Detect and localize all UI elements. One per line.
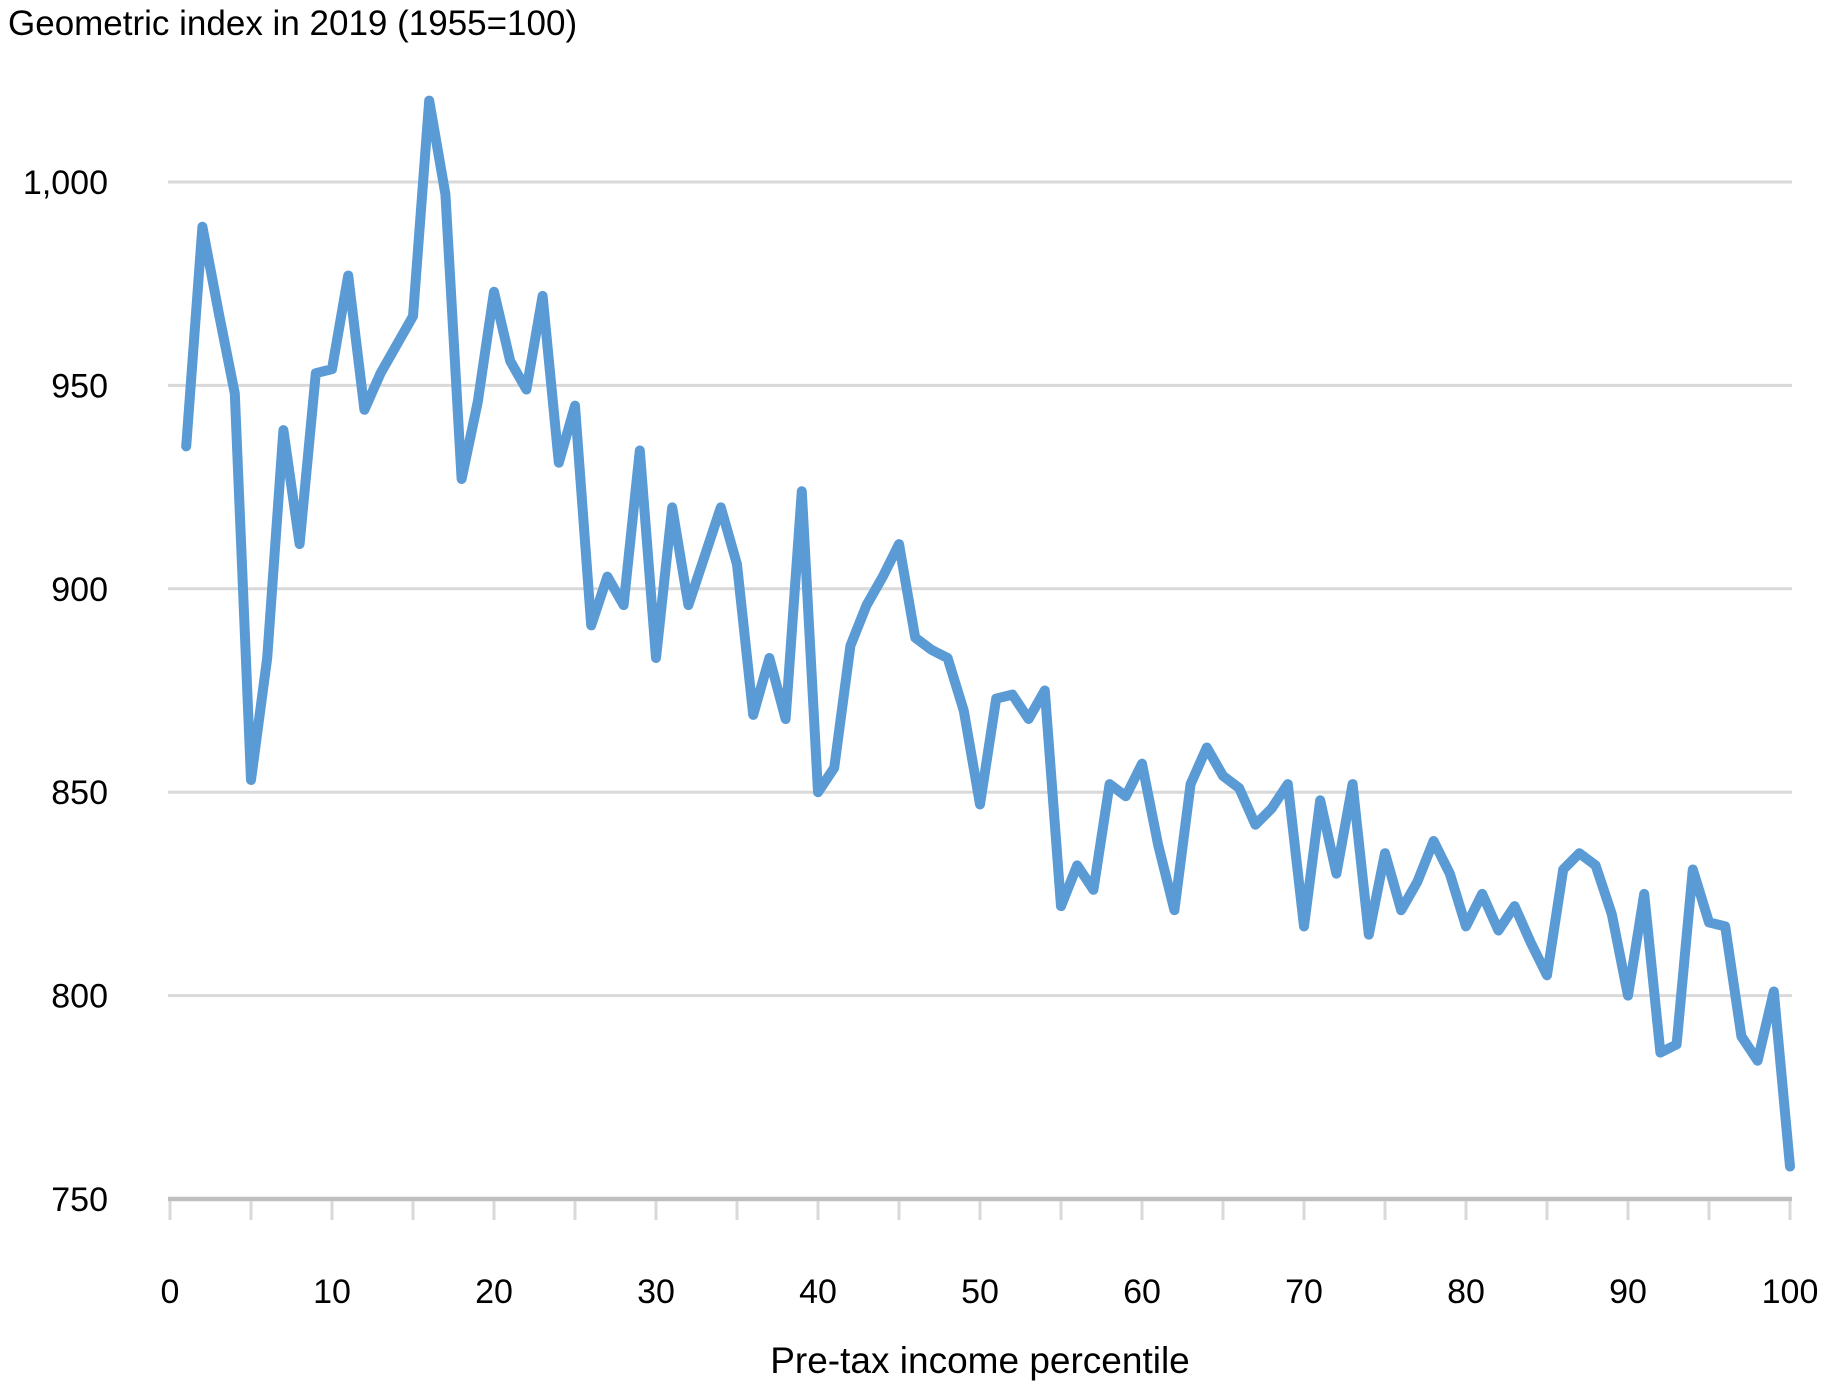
x-tick-label: 0	[161, 1273, 180, 1311]
x-tick-label: 50	[961, 1273, 999, 1311]
x-tick-label: 70	[1285, 1273, 1323, 1311]
x-tick-label: 10	[313, 1273, 351, 1311]
x-tick-label: 90	[1609, 1273, 1647, 1311]
chart-title: Geometric index in 2019 (1955=100)	[8, 4, 578, 43]
series-group	[181, 95, 1795, 1172]
y-tick-label: 950	[51, 367, 108, 405]
x-axis-title: Pre-tax income percentile	[770, 1340, 1190, 1381]
x-axis-group	[168, 1196, 1792, 1220]
x-tick-label: 30	[637, 1273, 675, 1311]
x-tick-label: 100	[1762, 1273, 1819, 1311]
y-tick-label: 850	[51, 774, 108, 812]
y-tick-label: 900	[51, 571, 108, 609]
y-tick-label: 1,000	[23, 164, 108, 202]
tick-labels-group: 750 800 850 900 950 1,000 0 10 20 30 40 50 60 70 80 90 1…	[23, 164, 1818, 1311]
x-tick-label: 80	[1447, 1273, 1485, 1311]
y-tick-label: 800	[51, 978, 108, 1016]
x-tick-label: 20	[475, 1273, 513, 1311]
y-tick-label: 750	[51, 1181, 108, 1219]
x-tick-label: 40	[799, 1273, 837, 1311]
data-series-line	[181, 95, 1795, 1172]
x-tick-label: 60	[1123, 1273, 1161, 1311]
